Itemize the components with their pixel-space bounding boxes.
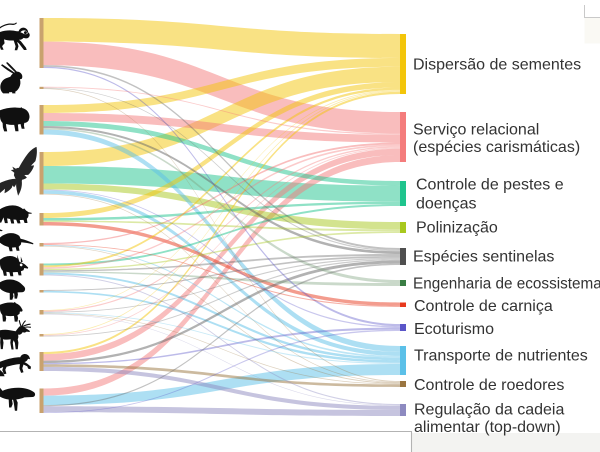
svg-text:Engenharia de ecossistema: Engenharia de ecossistema [413, 275, 600, 292]
svg-text:Controle de carniça: Controle de carniça [414, 298, 553, 315]
svg-text:Espécies sentinelas: Espécies sentinelas [413, 248, 554, 265]
svg-text:(espécies carismáticas): (espécies carismáticas) [413, 139, 580, 156]
svg-text:Ecoturismo: Ecoturismo [414, 321, 494, 338]
svg-text:doenças: doenças [416, 196, 477, 213]
svg-text:Controle de roedores: Controle de roedores [414, 377, 564, 394]
svg-text:Serviço relacional: Serviço relacional [413, 122, 539, 139]
svg-text:Dispersão de sementes: Dispersão de sementes [413, 57, 581, 74]
svg-text:Controle de pestes e: Controle de pestes e [416, 177, 564, 194]
svg-text:Polinização: Polinização [416, 219, 498, 236]
svg-text:alimentar (top-down): alimentar (top-down) [414, 419, 561, 436]
svg-text:Regulação da cadeia: Regulação da cadeia [414, 402, 564, 419]
svg-text:Transporte de nutrientes: Transporte de nutrientes [414, 348, 588, 365]
